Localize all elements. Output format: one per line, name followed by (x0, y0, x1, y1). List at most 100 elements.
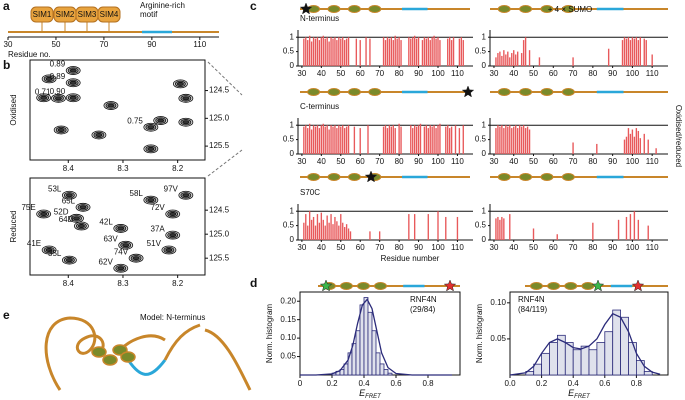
bar (509, 214, 511, 240)
bar (454, 125, 457, 154)
bar (621, 40, 624, 66)
zoom-line (207, 61, 243, 96)
bar (316, 37, 319, 66)
bar (507, 51, 509, 66)
y-tick-label: 0.5 (475, 221, 487, 230)
bar (314, 38, 317, 66)
peak-label: 51V (147, 239, 162, 248)
bar (431, 37, 433, 66)
bar (629, 40, 632, 66)
bar (447, 125, 449, 154)
histogram-bar (580, 345, 590, 376)
bar (515, 125, 517, 154)
dye-star (443, 279, 457, 292)
histogram-bar (363, 297, 369, 376)
bar (316, 214, 319, 240)
bar (437, 211, 439, 240)
bar (345, 224, 348, 240)
bar (623, 139, 626, 154)
bar (349, 231, 352, 240)
peak-label: 53L (48, 184, 62, 193)
bar (353, 126, 356, 154)
bar (415, 38, 418, 66)
bar (308, 35, 311, 66)
sim-domain (347, 88, 361, 96)
histogram-bar (379, 363, 385, 376)
bar (495, 128, 497, 154)
bar (643, 38, 645, 66)
x-tick-label: 110 (646, 69, 659, 78)
y-tick-label: 125.0 (209, 113, 230, 122)
x-tick-label: 40 (317, 69, 326, 78)
x-tick-label: 70 (569, 69, 578, 78)
bar (452, 37, 455, 66)
peak (36, 209, 52, 219)
y-tick-label: 124.5 (209, 86, 230, 95)
bar (330, 37, 332, 66)
bar (631, 37, 634, 66)
peak-contour (57, 127, 65, 132)
x-tick-label: 90 (147, 40, 156, 49)
chart-title: C-terminus (300, 102, 339, 111)
peak (178, 93, 194, 103)
x-tick-label: 50 (336, 243, 345, 252)
peak-label: 0.89 (50, 60, 66, 69)
peak-contour (182, 96, 190, 101)
peak (161, 245, 177, 255)
bar (413, 125, 416, 154)
zoom-line (207, 149, 243, 177)
peak-contour (65, 193, 73, 198)
x-tick-label: 50 (529, 157, 538, 166)
x-tick-label: 40 (509, 243, 518, 252)
y-tick-label: 0.15 (280, 315, 296, 324)
bar (343, 128, 346, 154)
y-tick-label: 1 (482, 32, 487, 41)
bar (516, 128, 519, 154)
bar (633, 38, 636, 66)
bar (625, 216, 628, 240)
x-tick-label: 8.3 (117, 279, 129, 288)
bar (419, 123, 422, 154)
x-tick-label: 90 (608, 243, 617, 252)
x-axis-label-sub: FRET (365, 394, 382, 400)
bar (303, 126, 305, 154)
bar (423, 126, 426, 154)
x-tick-label: 30 (297, 157, 306, 166)
bar (328, 41, 330, 66)
peak-label: 72V (151, 203, 166, 212)
sim-domain (327, 88, 341, 96)
bar (515, 54, 517, 66)
x-tick-label: 80 (588, 243, 597, 252)
histogram-bar (387, 372, 393, 376)
annotation: RNF4N (518, 295, 545, 304)
dye-star (319, 279, 333, 292)
peak-contour (55, 96, 62, 101)
bar (378, 231, 381, 240)
histogram-bar (628, 342, 637, 376)
peak (165, 209, 181, 219)
x-tick-label: 60 (549, 157, 558, 166)
x-tick-label: 30 (297, 243, 306, 252)
bar (382, 126, 385, 154)
peak (113, 263, 129, 273)
y-tick-label: 0.10 (280, 333, 296, 342)
bar (308, 211, 311, 240)
bar (635, 37, 638, 66)
bar (503, 50, 505, 66)
sim-label: SIM2 (56, 10, 75, 19)
bar (495, 57, 497, 66)
x-tick-label: 70 (569, 243, 578, 252)
y-axis-label: Norm. histogram (475, 304, 484, 363)
motif-label: Arginine-rich (140, 1, 185, 10)
y-tick-label: 125.0 (209, 229, 230, 238)
bar (556, 234, 558, 240)
panel-label: b (3, 58, 10, 72)
x-tick-label: 80 (588, 157, 597, 166)
peak-contour (69, 80, 77, 85)
peak-contour (78, 224, 85, 229)
peak (103, 101, 119, 110)
bar (617, 219, 620, 240)
sim-domain (327, 173, 341, 181)
bar (408, 37, 410, 66)
peak (65, 93, 81, 103)
